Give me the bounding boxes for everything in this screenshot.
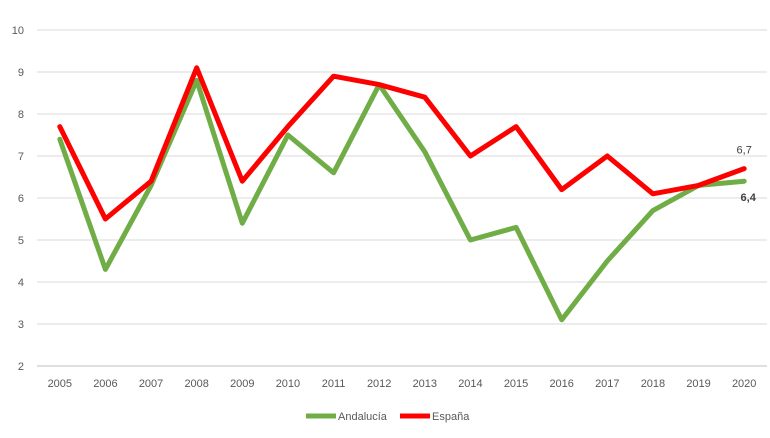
x-tick-label: 2016: [549, 378, 573, 390]
y-tick-label: 2: [18, 361, 24, 373]
data-labels: 6,7 6,4: [737, 145, 757, 205]
y-tick-label: 10: [12, 25, 24, 37]
series-lines: [57, 65, 747, 323]
x-tick-label: 2018: [641, 378, 665, 390]
x-tick-label: 2017: [595, 378, 619, 390]
x-tick-label: 2015: [504, 378, 528, 390]
y-tick-label: 4: [18, 277, 24, 289]
y-tick-label: 7: [18, 151, 24, 163]
x-tick-label: 2010: [276, 378, 300, 390]
data-label-andalucia-2020: 6,4: [741, 192, 757, 204]
x-axis-tick-labels: 2005 2006 2007 2008 2009 2010 2011 2012 2013 2014…: [48, 378, 757, 390]
x-tick-label: 2020: [732, 378, 756, 390]
gridlines: [37, 29, 767, 325]
x-tick-label: 2013: [413, 378, 437, 390]
x-tick-label: 2009: [230, 378, 254, 390]
x-tick-label: 2007: [139, 378, 163, 390]
data-label-espana-2020: 6,7: [737, 145, 752, 157]
x-tick-label: 2005: [48, 378, 72, 390]
legend-label-andalucia: Andalucía: [338, 411, 388, 423]
x-tick-label: 2019: [686, 378, 710, 390]
x-tick-label: 2011: [322, 378, 346, 390]
y-tick-label: 6: [18, 193, 24, 205]
x-tick-label: 2012: [367, 378, 391, 390]
x-tick-label: 2006: [93, 378, 117, 390]
series-line-espana: [57, 65, 747, 222]
y-tick-label: 8: [18, 109, 24, 121]
legend-label-espana: España: [432, 411, 470, 423]
x-tick-label: 2008: [184, 378, 208, 390]
legend: Andalucía España: [306, 411, 470, 423]
x-tick-label: 2014: [458, 378, 482, 390]
y-axis-tick-labels: 2 3 4 5 6 7 8 9 10: [12, 25, 24, 373]
series-line-andalucia: [57, 77, 747, 323]
y-tick-label: 5: [18, 235, 24, 247]
y-tick-label: 3: [18, 319, 24, 331]
y-tick-label: 9: [18, 67, 24, 79]
